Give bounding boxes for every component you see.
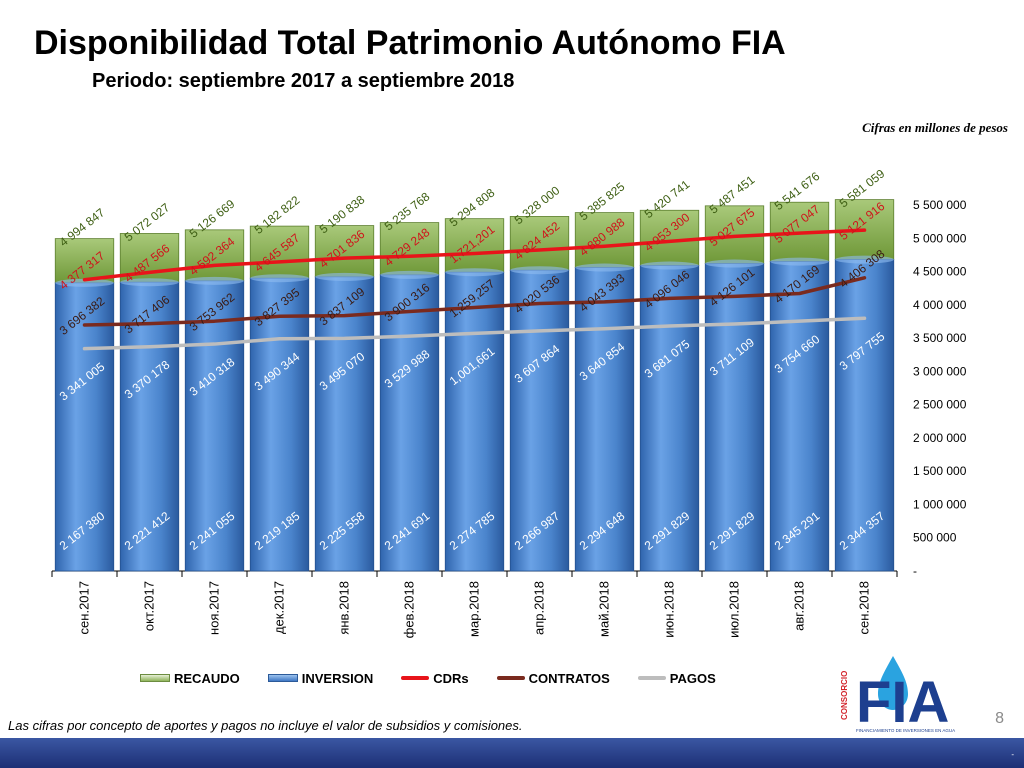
legend-swatch-contratos (496, 676, 525, 680)
legend-label-cdrs: CDRs (433, 670, 469, 686)
legend-swatch-recaudo (140, 674, 170, 682)
legend-swatch-cdrs (401, 676, 430, 680)
bar-inversion-cap (315, 272, 374, 281)
y-tick-label: 1 000 000 (913, 497, 967, 511)
bar-recaudo (314, 225, 375, 278)
legend-label-inversion: INVERSION (301, 670, 374, 686)
bar-inversion-cap (835, 255, 894, 264)
bar-inversion (54, 282, 115, 572)
bar-inversion (249, 277, 310, 572)
bar-inversion (769, 261, 830, 572)
logo-side-text: CONSORCIO (840, 671, 849, 720)
bar-inversion (574, 267, 635, 572)
x-tick-label: июл.2018 (727, 581, 742, 638)
bottom-bar: - (0, 738, 1024, 768)
bar-recaudo (444, 218, 505, 273)
bar-inversion (704, 263, 765, 572)
fia-logo: CONSORCIO FIA FINANCIAMIENTO DE INVERSIO… (840, 656, 955, 735)
bar-inversion (509, 269, 570, 572)
bar-recaudo (379, 222, 440, 276)
y-tick-label: 5 000 000 (913, 231, 967, 245)
x-tick-label: окт.2017 (142, 581, 157, 631)
units-note: Cifras en millones de pesos (862, 120, 1008, 135)
bar-recaudo (509, 216, 570, 271)
x-tick-label: май.2018 (597, 581, 612, 637)
bar-inversion-cap (380, 270, 439, 279)
bar-inversion (314, 276, 375, 572)
bar-recaudo (249, 225, 310, 279)
line-cdrs (82, 228, 867, 282)
legend-item-cdrs: CDRs (401, 670, 469, 686)
bar-inversion (379, 274, 440, 572)
legend-swatch-inversion (267, 674, 298, 682)
water-drop-icon (878, 656, 908, 710)
bar-inversion-cap (185, 276, 244, 285)
x-tick-label: ноя.2017 (207, 581, 222, 635)
bottom-bar-dot: - (1011, 750, 1014, 759)
legend-label-contratos: CONTRATOS (528, 670, 610, 686)
bar-inversion-cap (445, 268, 504, 277)
y-tick-label: 2 500 000 (913, 398, 967, 412)
bar-recaudo (574, 212, 635, 268)
x-tick-label: авг.2018 (792, 581, 807, 631)
page-title: Disponibilidad Total Patrimonio Autónomo… (34, 24, 786, 62)
x-tick-label: мар.2018 (467, 581, 482, 637)
bar-inversion-cap (575, 263, 634, 272)
bar-inversion (639, 265, 700, 572)
y-tick-label: 2 000 000 (913, 431, 967, 445)
x-tick-label: апр.2018 (532, 581, 547, 635)
y-tick-label: - (913, 564, 917, 578)
y-tick-label: 5 500 000 (913, 198, 967, 212)
legend-item-inversion: INVERSION (267, 670, 374, 686)
bar-inversion (184, 280, 245, 572)
x-tick-label: дек.2017 (272, 581, 287, 634)
bar-recaudo (54, 238, 115, 284)
chart-legend: RECAUDO INVERSION CDRs CONTRATOS PAGOS (140, 668, 744, 688)
bar-recaudo (184, 229, 245, 282)
bar-inversion-cap (120, 278, 179, 287)
page-number: 8 (995, 710, 1004, 727)
x-tick-label: сен.2017 (77, 581, 92, 634)
legend-item-pagos: PAGOS (637, 670, 716, 686)
legend-swatch-pagos (637, 676, 666, 680)
y-tick-label: 1 500 000 (913, 464, 967, 478)
y-tick-label: 4 500 000 (913, 265, 967, 279)
bar-inversion-cap (55, 278, 114, 287)
logo-caption: FINANCIAMIENTO DE INVERSIONES EN AGUA (856, 728, 955, 733)
bar-inversion (444, 271, 505, 572)
line-contratos (82, 276, 867, 327)
y-tick-label: 4 000 000 (913, 298, 967, 312)
bar-inversion (119, 281, 180, 572)
x-tick-label: июн.2018 (662, 581, 677, 638)
bar-inversion-cap (705, 259, 764, 268)
bar-inversion-cap (510, 266, 569, 275)
page-subtitle: Periodo: septiembre 2017 a septiembre 20… (92, 70, 515, 92)
line-pagos (82, 316, 867, 351)
y-tick-label: 500 000 (913, 531, 957, 545)
bar-recaudo (639, 209, 700, 266)
bar-inversion-cap (770, 257, 829, 266)
stacked-bar-line-chart: - 500 000 1 000 000 1 500 000 2 000 000 2 500… (51, 166, 967, 638)
x-tick-label: фев.2018 (402, 581, 417, 638)
footnote: Las cifras por concepto de aportes y pag… (8, 718, 523, 733)
legend-item-contratos: CONTRATOS (496, 670, 610, 686)
legend-label-recaudo: RECAUDO (174, 670, 240, 686)
legend-item-recaudo: RECAUDO (140, 671, 240, 686)
bar-inversion-cap (640, 261, 699, 270)
y-tick-label: 3 500 000 (913, 331, 967, 345)
y-tick-label: 3 000 000 (913, 364, 967, 378)
x-tick-label: сен.2018 (857, 581, 872, 634)
legend-label-pagos: PAGOS (669, 670, 716, 686)
bar-inversion-cap (250, 274, 309, 283)
x-tick-label: янв.2018 (337, 581, 352, 635)
logo-text: FIA (856, 670, 949, 735)
